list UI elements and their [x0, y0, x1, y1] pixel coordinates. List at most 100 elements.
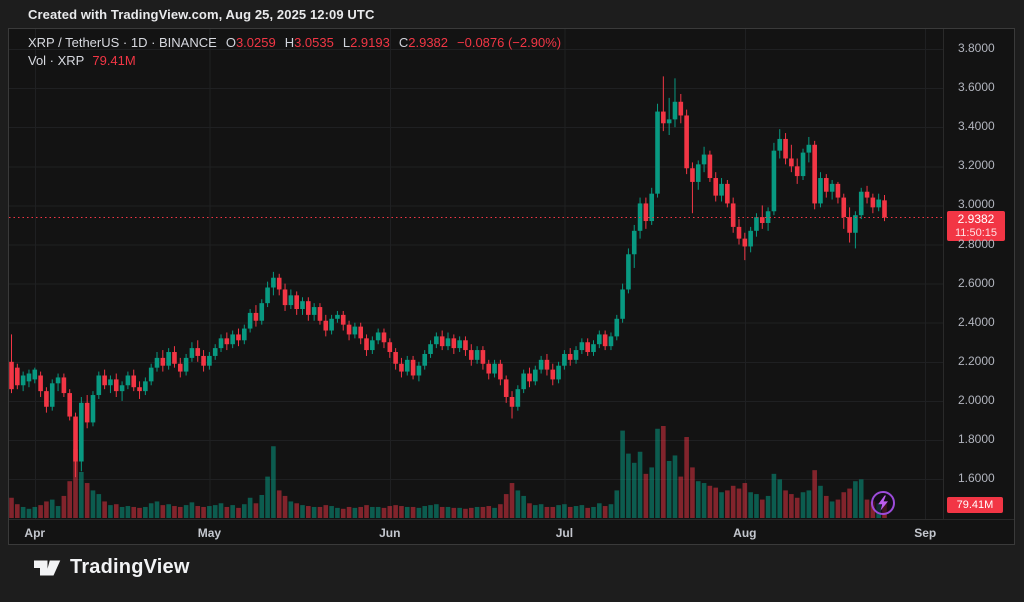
volume-bar — [707, 485, 713, 518]
price-axis-label: 3.6000 — [958, 80, 995, 95]
volume-bar — [759, 499, 765, 518]
candle-body — [96, 375, 102, 396]
volume-bar — [73, 449, 78, 518]
candle-body — [602, 334, 608, 347]
candle-body — [108, 379, 113, 386]
candle-body — [183, 357, 189, 372]
volume-bar — [230, 505, 235, 518]
volume-bar — [26, 508, 32, 518]
high-label: H — [284, 35, 295, 50]
volume-bar — [294, 503, 299, 518]
lightning-bolt-icon — [871, 491, 895, 515]
volume-badge: 79.41M — [947, 497, 1003, 513]
candle-body — [620, 289, 625, 319]
price-axis-label: 1.8000 — [958, 432, 995, 446]
symbol-legend-row[interactable]: XRP / TetherUS · 1D · BINANCE O3.0259 H3.0… — [28, 34, 561, 52]
candle-body — [486, 363, 492, 374]
volume-bar — [119, 506, 125, 518]
candle-body — [771, 150, 777, 212]
volume-bar — [544, 506, 550, 518]
volume-bar — [189, 502, 195, 518]
volume-bar — [486, 506, 492, 518]
time-axis[interactable]: Apr May Jun Jul Aug Sep — [9, 519, 1014, 546]
candle-body — [428, 344, 433, 354]
volume-bar — [503, 494, 509, 518]
volume-label: Vol · XRP — [28, 53, 85, 68]
candle-body — [364, 338, 369, 351]
candle-body — [271, 277, 276, 288]
volume-bar — [439, 506, 445, 518]
candle-body — [480, 350, 486, 364]
candle-body — [329, 318, 334, 331]
volume-bar — [288, 501, 294, 518]
candle-body — [143, 381, 148, 392]
candle-body — [306, 301, 311, 315]
close-label: C — [398, 35, 409, 50]
candle-body — [113, 379, 119, 392]
volume-bar — [375, 506, 381, 518]
volume-bar — [143, 506, 148, 518]
open-label: O — [225, 35, 236, 50]
candle-body — [393, 352, 398, 364]
candle-body — [172, 352, 177, 364]
candle-body — [864, 191, 870, 198]
volume-bar — [335, 507, 340, 518]
volume-value: 79.41M — [92, 53, 136, 68]
price-axis-label: 2.6000 — [958, 275, 995, 290]
volume-bar — [538, 504, 544, 518]
volume-bar — [399, 506, 404, 518]
price-chart-area[interactable]: XRP / TetherUS · 1D · BINANCE O3.0259 H3.0… — [9, 29, 943, 519]
volume-bar — [463, 508, 468, 518]
candle-body — [259, 303, 265, 321]
volume-bar — [835, 499, 841, 518]
candle-body — [701, 154, 707, 165]
volume-bar — [719, 492, 724, 518]
tradingview-logo[interactable]: TradingView — [34, 556, 190, 579]
candle-body — [882, 200, 887, 218]
candle-body — [410, 359, 416, 376]
volume-bar — [84, 483, 90, 518]
price-axis[interactable]: 2.9382 11:50:15 79.41M 3.8000 3.6000 3.400… — [943, 29, 1016, 519]
candle-body — [503, 379, 509, 397]
volume-bar — [678, 476, 684, 518]
volume-bar — [579, 505, 585, 518]
volume-bar — [20, 506, 26, 518]
volume-bar — [637, 451, 643, 518]
volume-bar — [55, 506, 61, 518]
candle-body — [719, 183, 724, 196]
volume-bar — [468, 507, 474, 518]
volume-bar — [765, 495, 771, 518]
candle-body — [800, 152, 806, 177]
candle-body — [439, 336, 445, 347]
volume-bar — [387, 506, 393, 518]
candle-body — [841, 197, 847, 218]
price-axis-label: 3.8000 — [958, 41, 995, 55]
volume-bar — [515, 490, 521, 518]
volume-bar — [247, 497, 253, 518]
candle-body — [201, 355, 206, 366]
volume-bar — [96, 494, 102, 518]
candle-body — [730, 203, 736, 227]
volume-bar — [498, 504, 503, 518]
volume-bar — [666, 460, 672, 518]
boost-button[interactable] — [869, 489, 897, 517]
candle-body — [538, 359, 544, 370]
month-label: Sep — [914, 526, 937, 540]
volume-bar — [172, 506, 177, 518]
candle-body — [562, 353, 567, 366]
change-value: −0.0876 (−2.90%) — [457, 35, 562, 50]
volume-bar — [212, 505, 218, 518]
candle-body — [847, 217, 852, 233]
volume-bar — [38, 505, 43, 518]
volume-bar — [643, 473, 649, 518]
candle-body — [323, 320, 329, 331]
candle-body — [649, 193, 654, 222]
volume-legend-row[interactable]: Vol · XRP 79.41M — [28, 52, 561, 70]
candle-body — [544, 359, 550, 370]
candle-body — [765, 211, 771, 223]
low-label: L — [342, 35, 351, 50]
volume-bar — [9, 497, 14, 518]
volume-bar — [44, 501, 49, 518]
volume-bar — [806, 490, 812, 518]
candle-body — [160, 357, 166, 366]
